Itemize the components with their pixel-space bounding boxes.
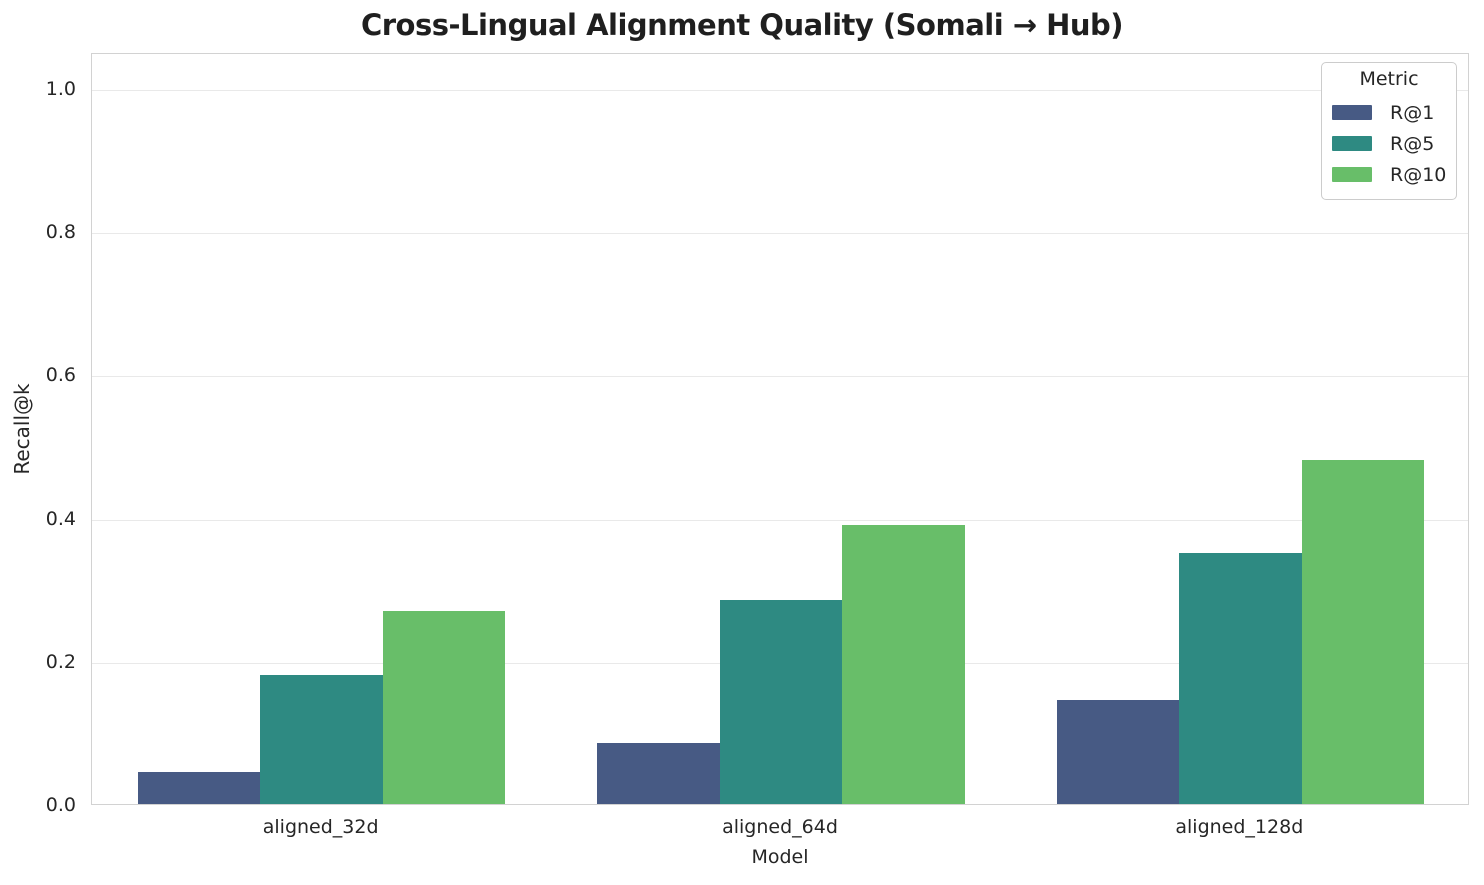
bar-aligned_64d-R@10 [842,524,965,804]
legend-label: R@10 [1390,163,1447,186]
x-tick-label: aligned_128d [1175,816,1304,838]
legend-item-R@10: R@10 [1322,159,1456,190]
x-tick-label: aligned_64d [722,816,838,838]
y-tick-label: 0.8 [45,221,76,244]
y-tick-label: 0.6 [45,364,76,387]
bar-aligned_64d-R@1 [597,743,720,804]
gridline [92,376,1468,378]
plot-area: Metric R@1 R@5 R@10 [91,53,1469,805]
bar-aligned_32d-R@10 [382,610,506,804]
y-tick-label: 0.2 [45,650,76,673]
legend-label: R@1 [1390,101,1435,124]
bar-aligned_128d-R@1 [1056,700,1180,804]
bar-aligned_32d-R@5 [260,675,383,804]
bar-aligned_128d-R@10 [1301,460,1425,804]
gridline [92,89,1468,91]
legend-rows: R@1 R@5 R@10 [1322,97,1456,190]
chart-title: Cross-Lingual Alignment Quality (Somali … [360,8,1124,42]
gridline [92,233,1468,235]
gridline [92,519,1468,521]
bar-aligned_128d-R@5 [1179,553,1302,804]
legend-item-R@5: R@5 [1322,128,1456,159]
legend-title: Metric [1359,68,1419,90]
bar-aligned_32d-R@1 [137,771,261,804]
y-tick-label: 1.0 [45,77,76,100]
bar-aligned_64d-R@5 [719,599,843,804]
y-tick-label: 0.0 [45,794,76,816]
legend-swatch-icon [1332,136,1372,151]
legend-swatch-icon [1332,167,1372,182]
y-tick-label: 0.4 [45,507,76,530]
x-axis-label: Model [751,846,809,868]
legend-item-R@1: R@1 [1322,97,1456,128]
y-axis-label: Recall@k [10,383,34,475]
legend-swatch-icon [1332,105,1372,120]
legend: Metric R@1 R@5 R@10 [1321,62,1457,200]
legend-label: R@5 [1390,132,1435,155]
x-tick-label: aligned_32d [262,816,379,838]
